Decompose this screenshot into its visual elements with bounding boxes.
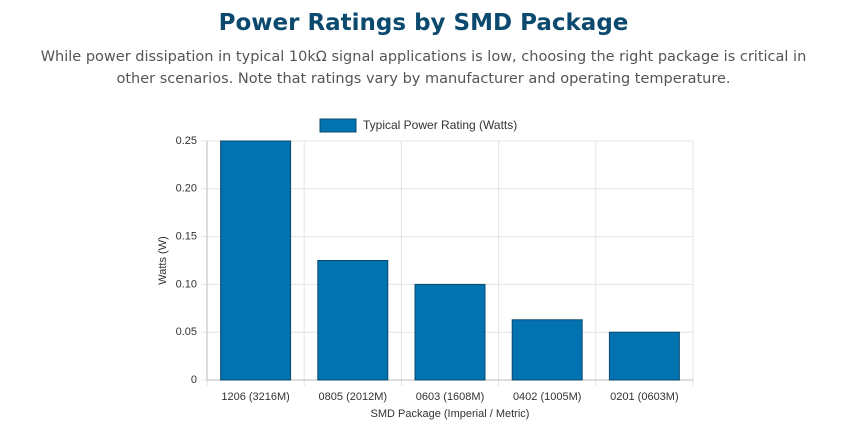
- x-tick-label: 0603 (1608M): [416, 391, 485, 403]
- x-tick-label: 0201 (0603M): [610, 391, 679, 403]
- bar: [511, 319, 583, 381]
- bar: [317, 260, 389, 381]
- x-tick-label: 1206 (3216M): [221, 391, 290, 403]
- x-tick-label: 0805 (2012M): [319, 391, 388, 403]
- y-tick-label: 0.25: [176, 135, 197, 147]
- y-tick-label: 0.10: [176, 278, 197, 290]
- bar: [220, 140, 292, 381]
- legend-label: Typical Power Rating (Watts): [363, 118, 517, 132]
- y-tick-label: 0.15: [176, 231, 197, 243]
- chart-title: Power Ratings by SMD Package: [218, 10, 629, 36]
- x-tick-label: 0402 (1005M): [513, 391, 582, 403]
- bar: [414, 283, 486, 381]
- legend-swatch: [319, 118, 357, 133]
- y-tick-label: 0.20: [176, 183, 197, 195]
- chart-subtitle: While power dissipation in typical 10kΩ …: [40, 49, 807, 87]
- y-tick-label: 0.05: [176, 326, 197, 338]
- bar: [608, 331, 680, 381]
- y-tick-label: 0: [191, 374, 197, 386]
- x-axis-title: SMD Package (Imperial / Metric): [371, 408, 530, 420]
- y-axis-title: Watts (W): [157, 236, 169, 284]
